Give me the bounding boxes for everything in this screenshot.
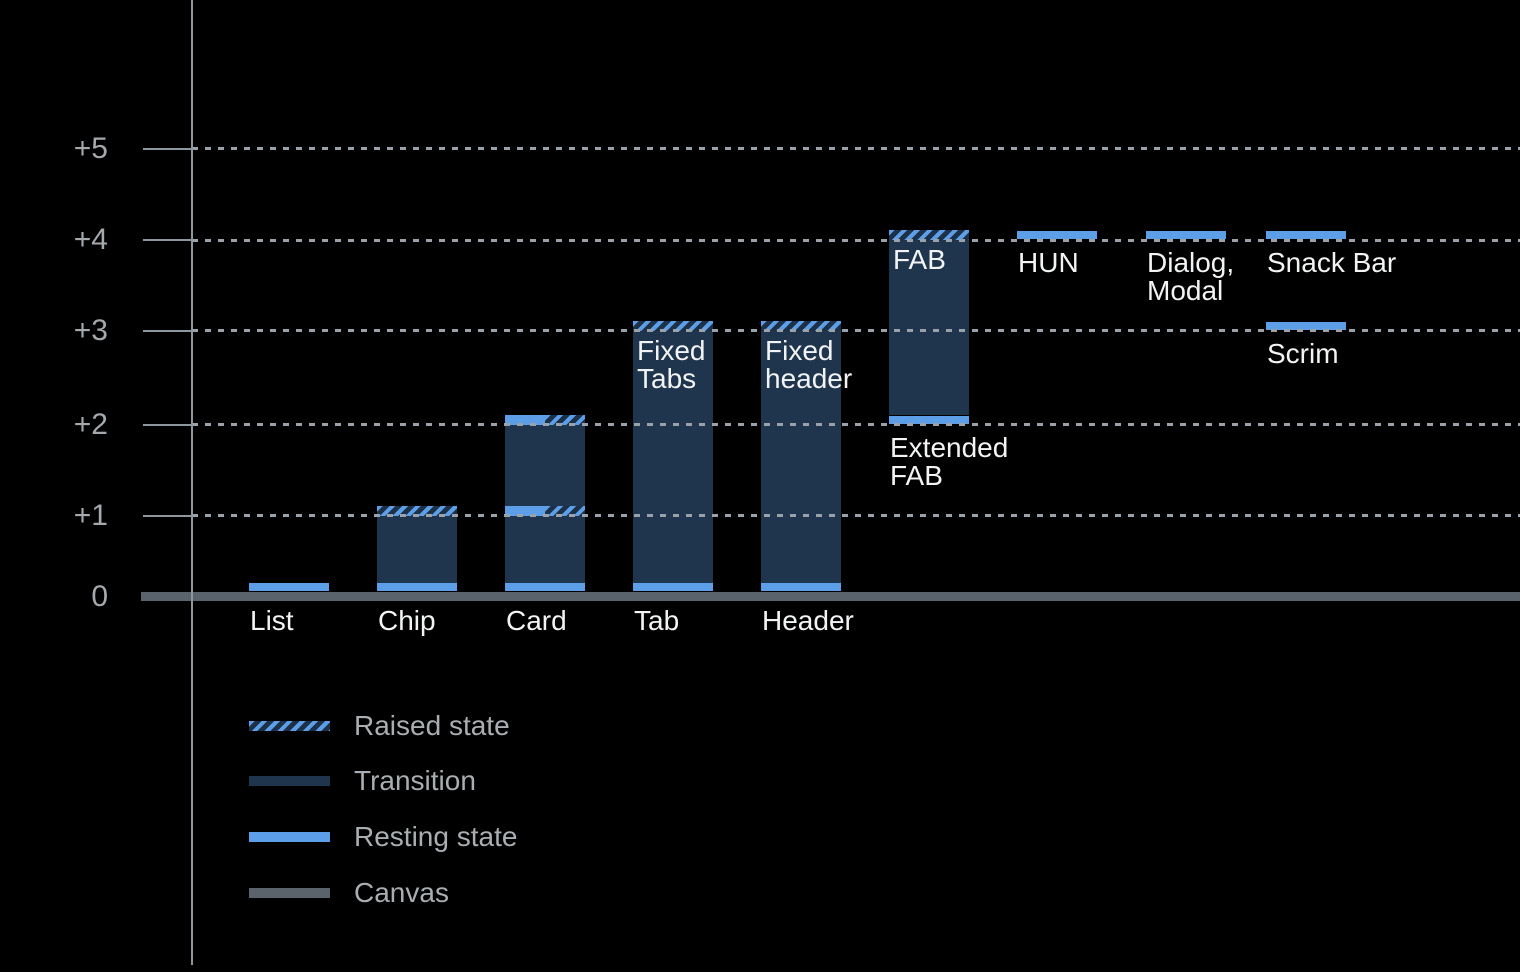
segment-resting-header bbox=[761, 583, 841, 591]
bar-label-snack-bar: Snack Bar bbox=[1267, 247, 1397, 278]
canvas-line bbox=[141, 592, 1520, 601]
y-tick-label-+5: +5 bbox=[73, 131, 108, 165]
gridline-+2 bbox=[192, 423, 1520, 426]
segment-resting-card-level2 bbox=[505, 414, 545, 425]
bar-label-card: Card bbox=[506, 605, 567, 636]
segment-resting-tab bbox=[633, 583, 713, 591]
legend-label-canvas: Canvas bbox=[354, 877, 449, 908]
y-tick-+3 bbox=[143, 329, 193, 332]
bar-label-dialog-modal: Dialog, Modal bbox=[1147, 247, 1235, 306]
bar-label-list: List bbox=[250, 605, 294, 636]
y-tick-label-+3: +3 bbox=[73, 313, 108, 347]
segment-resting-hun bbox=[1017, 231, 1097, 239]
gridline-+1 bbox=[192, 514, 1520, 517]
legend-swatch-resting bbox=[249, 832, 330, 842]
bar-inner-label-extended-fab: FAB bbox=[893, 244, 946, 275]
segment-raised-tab bbox=[633, 320, 713, 331]
segment-resting-chip bbox=[377, 583, 457, 591]
segment-resting-card-level1 bbox=[505, 505, 545, 516]
bar-label-extended-fab: Extended FAB bbox=[890, 431, 1009, 491]
bar-label-scrim: Scrim bbox=[1267, 337, 1339, 369]
bar-label-hun: HUN bbox=[1018, 247, 1079, 278]
y-tick-+5 bbox=[143, 147, 193, 150]
y-tick-label-+2: +2 bbox=[73, 407, 108, 441]
legend-label-raised: Raised state bbox=[354, 710, 510, 741]
y-axis-line bbox=[191, 0, 193, 965]
y-tick-+2 bbox=[143, 423, 193, 426]
bar-inner-label-tab: Fixed Tabs bbox=[637, 334, 706, 394]
legend-label-transition: Transition bbox=[354, 765, 476, 796]
segment-resting-card bbox=[505, 583, 585, 591]
segment-resting-list bbox=[249, 583, 329, 591]
segment-raised-extended-fab bbox=[889, 230, 969, 240]
gridline-+4 bbox=[192, 238, 1520, 242]
segment-raised-card-level2 bbox=[545, 414, 585, 425]
segment-transition-tab bbox=[633, 330, 713, 583]
segment-resting-scrim bbox=[1266, 321, 1346, 330]
segment-raised-header bbox=[761, 320, 841, 331]
legend-swatch-transition bbox=[249, 776, 330, 786]
segment-raised-card-level1 bbox=[545, 505, 585, 516]
gridline-+3 bbox=[192, 329, 1520, 332]
legend-label-resting: Resting state bbox=[354, 821, 518, 852]
segment-transition-chip bbox=[377, 515, 457, 583]
y-tick-label-+1: +1 bbox=[73, 498, 108, 532]
segment-resting-extended-fab bbox=[889, 415, 969, 424]
y-tick-label-+4: +4 bbox=[73, 223, 108, 256]
bar-label-tab: Tab bbox=[634, 605, 680, 636]
y-tick-+1 bbox=[143, 514, 193, 517]
bar-inner-label-header: Fixed header bbox=[765, 334, 853, 394]
segment-resting-dialog-modal bbox=[1146, 231, 1226, 239]
gridline-+5 bbox=[192, 147, 1520, 150]
legend-swatch-raised bbox=[249, 721, 330, 731]
segment-transition-card bbox=[505, 424, 585, 506]
y-tick-label-0: 0 bbox=[91, 579, 108, 613]
y-tick-+4 bbox=[143, 239, 193, 241]
segment-transition-extended-fab bbox=[889, 240, 969, 415]
legend-swatch-canvas bbox=[249, 888, 330, 898]
segment-resting-snack-bar bbox=[1266, 231, 1346, 239]
segment-transition-header bbox=[761, 330, 841, 583]
segment-raised-chip bbox=[377, 505, 457, 516]
segment-transition-card bbox=[505, 515, 585, 583]
bar-label-chip: Chip bbox=[378, 605, 436, 636]
bar-label-header: Header bbox=[762, 605, 854, 636]
